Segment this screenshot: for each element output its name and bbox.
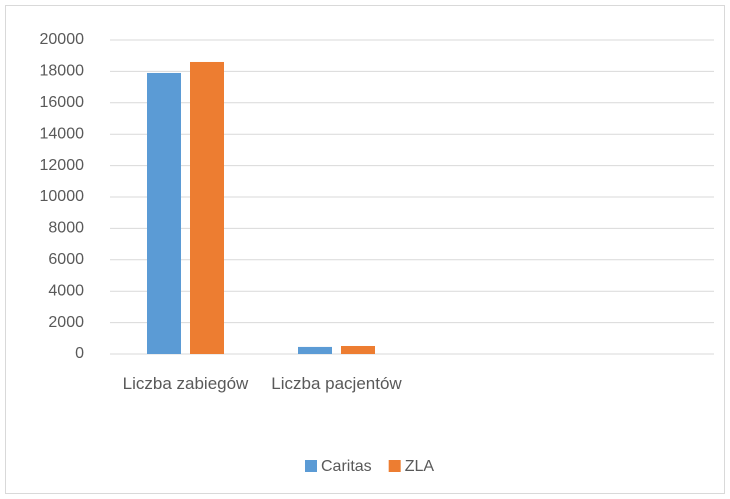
y-tick-label: 6000: [48, 251, 84, 268]
bar: [298, 346, 332, 354]
y-tick-label: 12000: [40, 157, 85, 174]
legend-label: Caritas: [321, 458, 372, 475]
y-tick-label: 18000: [40, 63, 85, 80]
y-tick-label: 4000: [48, 282, 84, 299]
y-tick-label: 2000: [48, 314, 84, 331]
x-tick-label: Liczba zabiegów: [122, 374, 249, 393]
y-tick-label: 14000: [40, 125, 85, 142]
legend-label: ZLA: [405, 458, 435, 475]
legend-swatch: [388, 460, 401, 472]
x-tick-label: Liczba pacjentów: [271, 374, 402, 393]
chart-border: [5, 5, 725, 494]
bar: [341, 345, 375, 354]
y-tick-label: 16000: [40, 94, 85, 111]
y-tick-label: 20000: [40, 31, 85, 48]
y-tick-label: 8000: [48, 220, 84, 237]
y-tick-label: 10000: [40, 188, 85, 205]
legend-swatch: [305, 460, 317, 472]
bar: [147, 72, 181, 354]
y-tick-label: 0: [75, 345, 84, 362]
bar: [190, 61, 224, 354]
